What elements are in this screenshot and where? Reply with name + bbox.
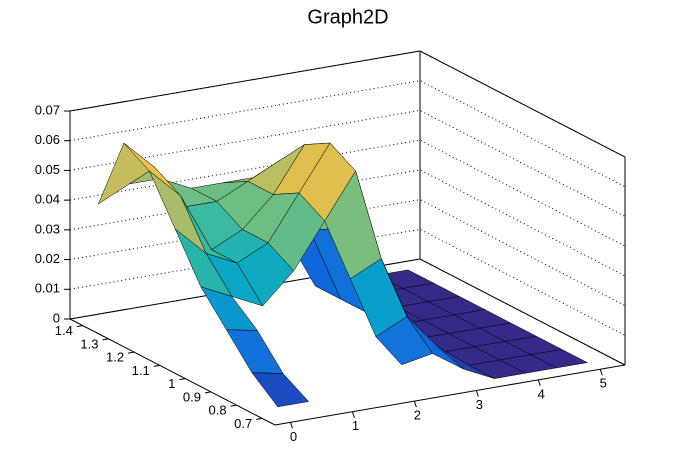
- y-tick-label: 1.2: [106, 350, 124, 365]
- y-tick: [102, 338, 109, 341]
- x-tick: [351, 411, 355, 418]
- grid-line: [69, 139, 626, 247]
- grid-line: [69, 228, 626, 336]
- z-tick-label: 0.03: [35, 221, 60, 236]
- y-axis: [69, 318, 276, 426]
- y-tick: [76, 325, 83, 328]
- y-tick-label: 1.3: [80, 336, 98, 351]
- y-tick: [204, 391, 212, 394]
- y-tick-label: 1.4: [55, 323, 73, 338]
- grid-line: [69, 109, 626, 217]
- z-tick-label: 0: [53, 310, 60, 325]
- x-tick-label: 4: [538, 386, 545, 401]
- z-tick-label: 0.06: [35, 132, 60, 147]
- z-tick-label: 0.07: [35, 102, 60, 117]
- y-tick-label: 1.1: [132, 363, 150, 378]
- y-tick: [127, 351, 135, 354]
- x-tick-label: 1: [352, 418, 359, 433]
- x-tick-label: 0: [290, 429, 297, 444]
- surface-cell: [375, 316, 433, 366]
- box-edge: [69, 50, 626, 365]
- x-tick: [537, 379, 541, 387]
- chart-title: Graph2D: [307, 6, 388, 28]
- z-tick-label: 0.05: [35, 162, 60, 177]
- y-tick-label: 0.8: [208, 403, 226, 418]
- surface-cell: [251, 372, 310, 408]
- grid-line: [69, 258, 626, 366]
- grid-line: [69, 80, 626, 188]
- grid-line: [69, 169, 626, 277]
- y-tick-label: 0.7: [234, 416, 252, 431]
- y-tick: [230, 404, 237, 407]
- grid-line: [69, 199, 626, 307]
- x-tick-label: 3: [476, 397, 483, 412]
- y-tick-label: 1: [168, 376, 175, 391]
- x-tick: [599, 369, 603, 376]
- z-tick-label: 0.02: [35, 251, 60, 266]
- x-tick: [475, 390, 479, 397]
- grid-line: [69, 50, 626, 158]
- z-tick-label: 0.01: [35, 281, 60, 296]
- x-tick-label: 2: [414, 408, 421, 423]
- y-tick: [256, 417, 263, 420]
- y-tick-label: 0.9: [183, 389, 201, 404]
- y-tick: [179, 378, 186, 381]
- x-tick: [290, 422, 293, 429]
- z-tick-label: 0.04: [35, 192, 60, 207]
- x-axis: [274, 364, 626, 426]
- surface-cell: [225, 329, 284, 374]
- y-tick: [153, 364, 160, 367]
- x-tick: [413, 400, 417, 408]
- x-tick-label: 5: [600, 376, 607, 391]
